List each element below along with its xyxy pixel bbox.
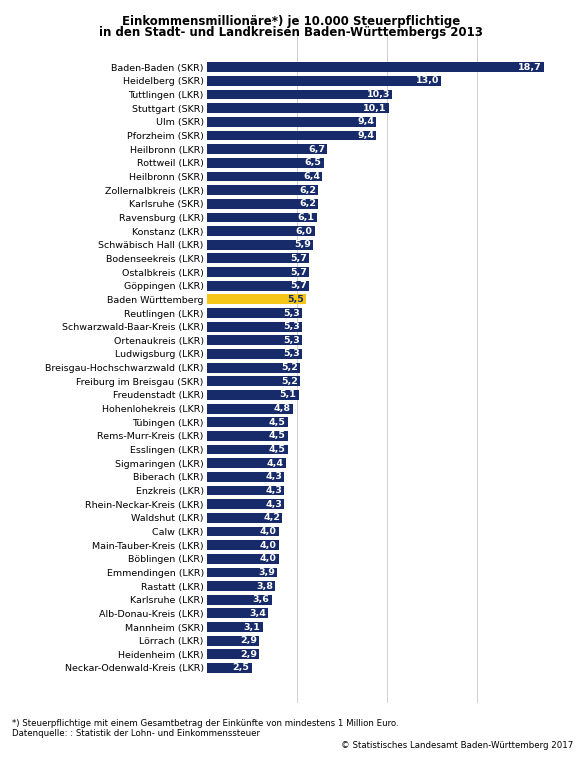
Text: © Statistisches Landesamt Baden-Württemberg 2017: © Statistisches Landesamt Baden-Württemb… [341, 741, 573, 750]
Bar [207, 527, 279, 537]
Bar [207, 568, 277, 578]
Text: 5,1: 5,1 [279, 390, 296, 399]
Text: 18,7: 18,7 [518, 63, 542, 72]
Bar [207, 171, 322, 181]
Bar [207, 199, 318, 208]
Text: 10,3: 10,3 [367, 90, 391, 99]
Text: 5,5: 5,5 [287, 295, 304, 304]
Text: 5,7: 5,7 [290, 254, 307, 263]
Text: 5,3: 5,3 [283, 349, 300, 359]
Text: 6,7: 6,7 [308, 145, 325, 154]
Bar [207, 240, 313, 249]
Text: 6,2: 6,2 [299, 199, 316, 208]
Bar [207, 253, 310, 263]
Text: 5,3: 5,3 [283, 322, 300, 331]
Text: 5,2: 5,2 [281, 377, 298, 386]
Text: 3,9: 3,9 [258, 568, 275, 577]
Bar [207, 62, 544, 72]
Text: 5,3: 5,3 [283, 336, 300, 345]
Text: 4,8: 4,8 [274, 404, 291, 413]
Bar [207, 513, 282, 523]
Text: 4,0: 4,0 [260, 540, 276, 550]
Bar [207, 267, 310, 277]
Bar [207, 103, 389, 113]
Text: 2,9: 2,9 [240, 636, 257, 645]
Text: 6,4: 6,4 [303, 172, 320, 181]
Bar [207, 390, 299, 400]
Text: 4,0: 4,0 [260, 554, 276, 563]
Text: 6,5: 6,5 [305, 158, 322, 168]
Bar [207, 185, 318, 195]
Text: 3,6: 3,6 [253, 595, 269, 604]
Bar [207, 212, 317, 222]
Bar [207, 76, 441, 86]
Text: 4,3: 4,3 [265, 500, 282, 509]
Text: Datenquelle: : Statistik der Lohn- und Einkommenssteuer: Datenquelle: : Statistik der Lohn- und E… [12, 729, 260, 738]
Bar [207, 636, 259, 646]
Text: 4,4: 4,4 [267, 459, 284, 468]
Bar [207, 335, 302, 345]
Bar [207, 280, 310, 290]
Bar [207, 363, 300, 372]
Text: 9,4: 9,4 [357, 131, 374, 140]
Text: 6,0: 6,0 [296, 227, 313, 236]
Text: 3,4: 3,4 [249, 609, 266, 618]
Bar [207, 472, 284, 482]
Bar [207, 117, 376, 127]
Text: *) Steuerpflichtige mit einem Gesamtbetrag der Einkünfte von mindestens 1 Millio: *) Steuerpflichtige mit einem Gesamtbetr… [12, 719, 398, 728]
Bar [207, 554, 279, 564]
Bar [207, 609, 268, 619]
Bar [207, 404, 293, 414]
Text: 5,9: 5,9 [294, 240, 311, 249]
Text: 5,3: 5,3 [283, 309, 300, 318]
Bar [207, 158, 324, 168]
Bar [207, 226, 315, 236]
Text: 9,4: 9,4 [357, 117, 374, 127]
Bar [207, 650, 259, 659]
Bar [207, 445, 288, 455]
Bar [207, 663, 251, 673]
Bar [207, 581, 275, 591]
Bar [207, 500, 284, 509]
Bar [207, 622, 262, 632]
Text: 4,5: 4,5 [269, 431, 286, 440]
Bar [207, 89, 392, 99]
Bar [207, 349, 302, 359]
Text: Einkommensmillionäre*) je 10.000 Steuerpflichtige: Einkommensmillionäre*) je 10.000 Steuerp… [122, 15, 460, 28]
Text: 5,7: 5,7 [290, 268, 307, 277]
Bar [207, 130, 376, 140]
Bar [207, 321, 302, 331]
Text: 10,1: 10,1 [363, 104, 386, 113]
Bar [207, 144, 328, 154]
Bar [207, 486, 284, 496]
Text: 6,2: 6,2 [299, 186, 316, 195]
Bar [207, 308, 302, 318]
Bar [207, 294, 306, 304]
Text: 2,5: 2,5 [233, 663, 250, 672]
Text: 13,0: 13,0 [416, 77, 439, 86]
Bar [207, 459, 286, 468]
Text: 5,7: 5,7 [290, 281, 307, 290]
Text: 4,2: 4,2 [263, 513, 280, 522]
Text: 4,3: 4,3 [265, 472, 282, 481]
Bar [207, 418, 288, 428]
Text: 4,3: 4,3 [265, 486, 282, 495]
Text: 4,0: 4,0 [260, 527, 276, 536]
Bar [207, 595, 272, 605]
Bar [207, 431, 288, 441]
Text: 5,2: 5,2 [281, 363, 298, 372]
Text: 6,1: 6,1 [297, 213, 314, 222]
Text: 3,8: 3,8 [256, 581, 273, 590]
Text: 2,9: 2,9 [240, 650, 257, 659]
Bar [207, 377, 300, 386]
Bar [207, 540, 279, 550]
Text: 4,5: 4,5 [269, 445, 286, 454]
Text: 3,1: 3,1 [243, 622, 260, 631]
Text: 4,5: 4,5 [269, 418, 286, 427]
Text: in den Stadt- und Landkreisen Baden-Württembergs 2013: in den Stadt- und Landkreisen Baden-Würt… [99, 26, 483, 39]
